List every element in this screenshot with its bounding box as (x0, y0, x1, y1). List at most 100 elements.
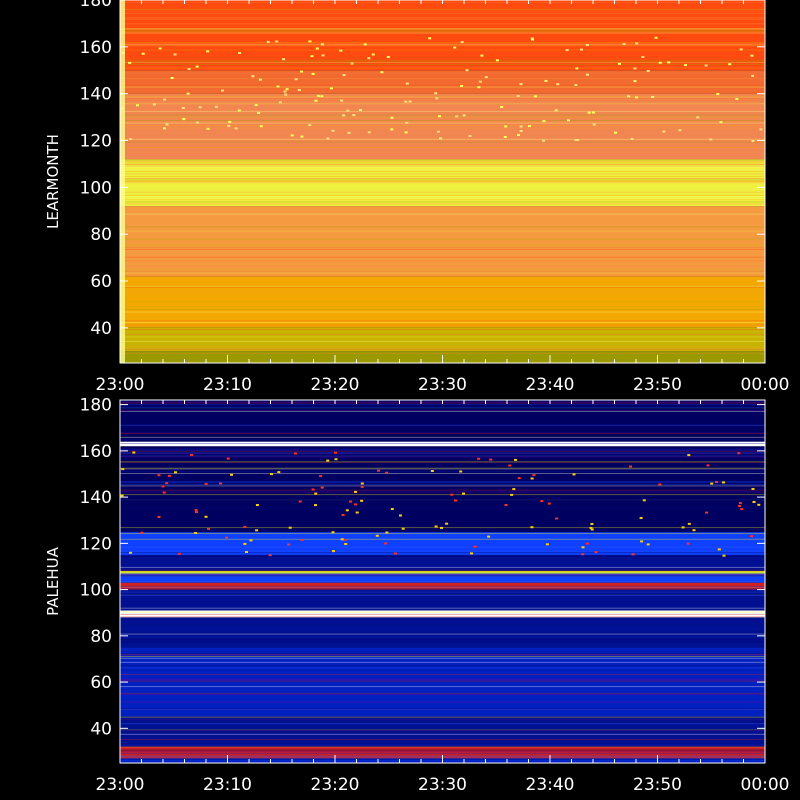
y-tick-label: 160 (80, 442, 112, 462)
speckle (580, 48, 583, 51)
speckle (739, 502, 742, 505)
texture-streak (120, 101, 765, 103)
y-tick-label: 40 (90, 719, 112, 739)
texture-streak (120, 100, 765, 102)
texture-streak (120, 635, 765, 637)
x-tick-label: 23:10 (203, 375, 252, 395)
speckle (345, 509, 349, 512)
y-tick-label: 80 (90, 225, 112, 245)
texture-streak (120, 320, 765, 322)
texture-streak (120, 498, 765, 500)
speckle (751, 74, 755, 77)
speckle (399, 514, 402, 517)
speckle (705, 511, 709, 514)
texture-streak (120, 569, 765, 571)
y-tick-label: 140 (80, 85, 112, 105)
texture-streak (120, 730, 765, 731)
y-tick-label: 40 (90, 319, 112, 339)
texture-streak (120, 173, 765, 175)
speckle (528, 125, 531, 128)
texture-streak (120, 32, 765, 34)
texture-streak (120, 667, 765, 669)
texture-streak (120, 124, 765, 126)
texture-streak (120, 334, 765, 336)
texture-streak (120, 722, 765, 724)
texture-streak (120, 575, 765, 577)
texture-streak (120, 642, 765, 644)
texture-streak (120, 680, 765, 682)
speckle (450, 493, 454, 496)
speckle (658, 483, 662, 486)
speckle (206, 50, 210, 53)
x-tick-label: 23:30 (418, 775, 467, 795)
y-tick-label: 180 (80, 0, 112, 11)
texture-streak (120, 127, 765, 129)
texture-streak (120, 55, 765, 57)
texture-streak (120, 724, 765, 726)
texture-streak (120, 452, 765, 454)
texture-streak (120, 217, 765, 219)
speckle (174, 471, 177, 474)
speckle (243, 542, 247, 545)
texture-streak (120, 679, 765, 681)
texture-streak (120, 159, 765, 161)
texture-streak (120, 117, 765, 119)
speckle (266, 40, 270, 43)
speckle (258, 78, 262, 81)
texture-streak (120, 614, 765, 615)
speckle (326, 137, 330, 140)
speckle (654, 36, 658, 39)
speckle (310, 55, 314, 58)
texture-streak (120, 697, 765, 699)
texture-streak (120, 10, 765, 12)
speckle (719, 121, 723, 124)
speckle (182, 118, 186, 121)
texture-streak (120, 708, 765, 710)
speckle (533, 95, 537, 98)
x-tick-label: 23:10 (203, 775, 252, 795)
texture-streak (120, 47, 765, 49)
y-tick-label: 60 (90, 272, 112, 292)
speckle (129, 138, 133, 141)
texture-streak (120, 346, 765, 348)
texture-streak (120, 161, 765, 163)
speckle (230, 473, 233, 476)
speckle (120, 494, 124, 497)
texture-streak (120, 195, 765, 196)
speckle (739, 48, 743, 51)
texture-streak (120, 214, 765, 215)
speckle (455, 115, 459, 118)
texture-streak (120, 230, 765, 232)
texture-streak (120, 616, 765, 618)
texture-streak (120, 585, 765, 587)
speckle (190, 454, 194, 456)
band-150-180 (120, 0, 765, 71)
texture-streak (120, 138, 765, 140)
speckle (198, 106, 202, 109)
texture-streak (120, 671, 765, 673)
speckle (331, 129, 335, 132)
speckle (300, 539, 304, 541)
texture-streak (120, 30, 765, 32)
texture-streak (120, 179, 765, 181)
texture-streak (120, 72, 765, 74)
texture-streak (120, 437, 765, 439)
speckle (329, 87, 333, 90)
texture-streak (120, 657, 765, 659)
texture-streak (120, 452, 765, 453)
speckle (460, 85, 464, 87)
speckle (542, 139, 546, 142)
texture-streak (120, 306, 765, 308)
texture-streak (120, 203, 765, 205)
speckle (408, 100, 412, 103)
texture-streak (120, 490, 765, 492)
texture-streak (120, 84, 765, 86)
speckle (687, 454, 691, 457)
texture-streak (120, 159, 765, 161)
texture-streak (120, 67, 765, 69)
speckle (651, 96, 655, 98)
texture-streak (120, 22, 765, 23)
speckle (462, 492, 465, 495)
speckle (390, 508, 394, 510)
speckle (344, 543, 348, 545)
